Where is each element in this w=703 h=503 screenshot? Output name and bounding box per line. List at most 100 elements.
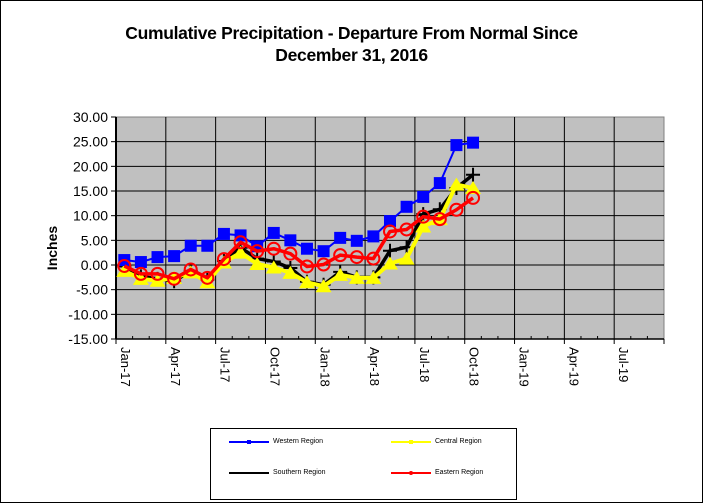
- x-tick-label: Apr-18: [367, 347, 382, 386]
- y-tick-label: 30.00: [73, 109, 108, 125]
- y-tick-label: 20.00: [73, 158, 108, 174]
- data-point-central: [448, 177, 465, 191]
- data-point-western: [134, 256, 147, 269]
- data-point-western: [367, 230, 380, 243]
- data-point-eastern: [333, 248, 348, 263]
- y-tick-label: 10.00: [73, 208, 108, 224]
- data-point-eastern: [316, 257, 331, 272]
- data-point-central: [332, 267, 349, 281]
- data-point-central: [465, 181, 482, 195]
- series-line-western: [124, 141, 474, 264]
- legend: Western Region Central Region Southern R…: [210, 428, 517, 500]
- data-point-central: [282, 265, 299, 279]
- y-tick-label: -5.00: [76, 282, 108, 298]
- data-point-central: [298, 275, 315, 289]
- data-point-central: [232, 245, 249, 259]
- legend-label-central: Central Region: [435, 438, 482, 445]
- x-tick-label: Jan-19: [517, 347, 532, 387]
- data-point-eastern: [283, 246, 298, 261]
- data-point-eastern: [117, 258, 132, 273]
- data-point-eastern: [266, 241, 281, 256]
- chart-title-line-2: December 31, 2016: [275, 45, 428, 65]
- data-point-central: [132, 271, 149, 285]
- series-eastern: [117, 190, 481, 286]
- data-point-western: [384, 215, 396, 228]
- data-point-eastern: [299, 259, 314, 274]
- legend-item-southern: Southern Region: [229, 469, 326, 476]
- data-point-eastern: [216, 252, 231, 267]
- data-point-central: [365, 270, 382, 284]
- series-line-eastern: [123, 196, 475, 281]
- data-point-eastern: [366, 251, 381, 266]
- data-point-central: [315, 279, 332, 293]
- data-point-southern: [383, 243, 397, 258]
- data-point-southern: [466, 167, 481, 182]
- x-tick-label: Apr-17: [168, 347, 183, 386]
- x-tick-label: Oct-18: [467, 347, 482, 386]
- data-point-central: [348, 270, 365, 284]
- data-point-western: [317, 245, 330, 258]
- data-point-western: [201, 239, 214, 252]
- data-point-eastern: [133, 266, 148, 281]
- chart-title-line-1: Cumulative Precipitation - Departure Fro…: [125, 23, 578, 43]
- x-tick-label: Jan-17: [118, 347, 133, 387]
- data-point-eastern: [183, 262, 198, 277]
- x-tick-label: Jul-17: [218, 347, 233, 382]
- legend-swatch-eastern: [391, 470, 431, 475]
- data-point-western: [217, 227, 230, 240]
- data-point-eastern: [432, 212, 447, 227]
- plot-area: [115, 116, 665, 340]
- data-point-western: [433, 177, 446, 190]
- data-point-eastern: [233, 235, 248, 250]
- y-tick-label: 15.00: [73, 183, 108, 199]
- data-point-central: [265, 260, 282, 274]
- data-point-central: [199, 275, 216, 289]
- data-point-western: [400, 200, 413, 213]
- y-tick-label: 5.00: [81, 232, 108, 248]
- x-tick-label: Apr-19: [566, 347, 581, 386]
- y-tick-label: 0.00: [81, 257, 108, 273]
- data-point-eastern: [250, 244, 265, 259]
- y-tick-label: -10.00: [68, 306, 108, 322]
- legend-label-eastern: Eastern Region: [435, 469, 484, 476]
- data-point-eastern: [200, 270, 215, 285]
- legend-item-eastern: Eastern Region: [391, 469, 483, 476]
- data-point-eastern: [416, 209, 431, 224]
- data-point-eastern: [349, 250, 364, 265]
- legend-swatch-central: [391, 439, 431, 444]
- data-point-central: [415, 219, 432, 233]
- data-point-central: [249, 257, 266, 271]
- data-point-eastern: [383, 224, 397, 239]
- data-point-western: [168, 250, 181, 263]
- data-point-western: [300, 242, 313, 255]
- legend-label-southern: Southern Region: [273, 469, 326, 476]
- data-point-eastern: [466, 190, 481, 205]
- legend-item-central: Central Region: [391, 438, 482, 445]
- data-point-eastern: [449, 202, 464, 217]
- data-point-central: [116, 263, 133, 277]
- data-point-western: [284, 234, 297, 247]
- y-tick-label: 25.00: [73, 134, 108, 150]
- x-tick-label: Oct-17: [267, 347, 282, 386]
- data-point-western: [184, 239, 197, 252]
- chart-title: Cumulative Precipitation - Departure Fro…: [0, 22, 703, 66]
- legend-label-western: Western Region: [273, 438, 324, 445]
- data-point-western: [417, 190, 430, 203]
- y-tick-label: -15.00: [68, 331, 108, 347]
- data-point-eastern: [399, 222, 414, 237]
- data-point-eastern: [167, 271, 182, 286]
- x-tick-label: Jul-19: [616, 347, 631, 382]
- x-tick-label: Jul-18: [417, 347, 432, 382]
- data-point-western: [350, 234, 363, 247]
- data-point-eastern: [150, 266, 165, 281]
- data-point-central: [398, 251, 415, 265]
- data-point-western: [151, 251, 164, 264]
- x-tick-label: Jan-18: [317, 347, 332, 387]
- data-point-western: [267, 226, 280, 239]
- data-point-western: [450, 139, 463, 152]
- data-point-central: [382, 256, 398, 270]
- data-point-western: [334, 231, 347, 244]
- data-point-western: [467, 136, 480, 149]
- legend-swatch-southern: [229, 471, 269, 474]
